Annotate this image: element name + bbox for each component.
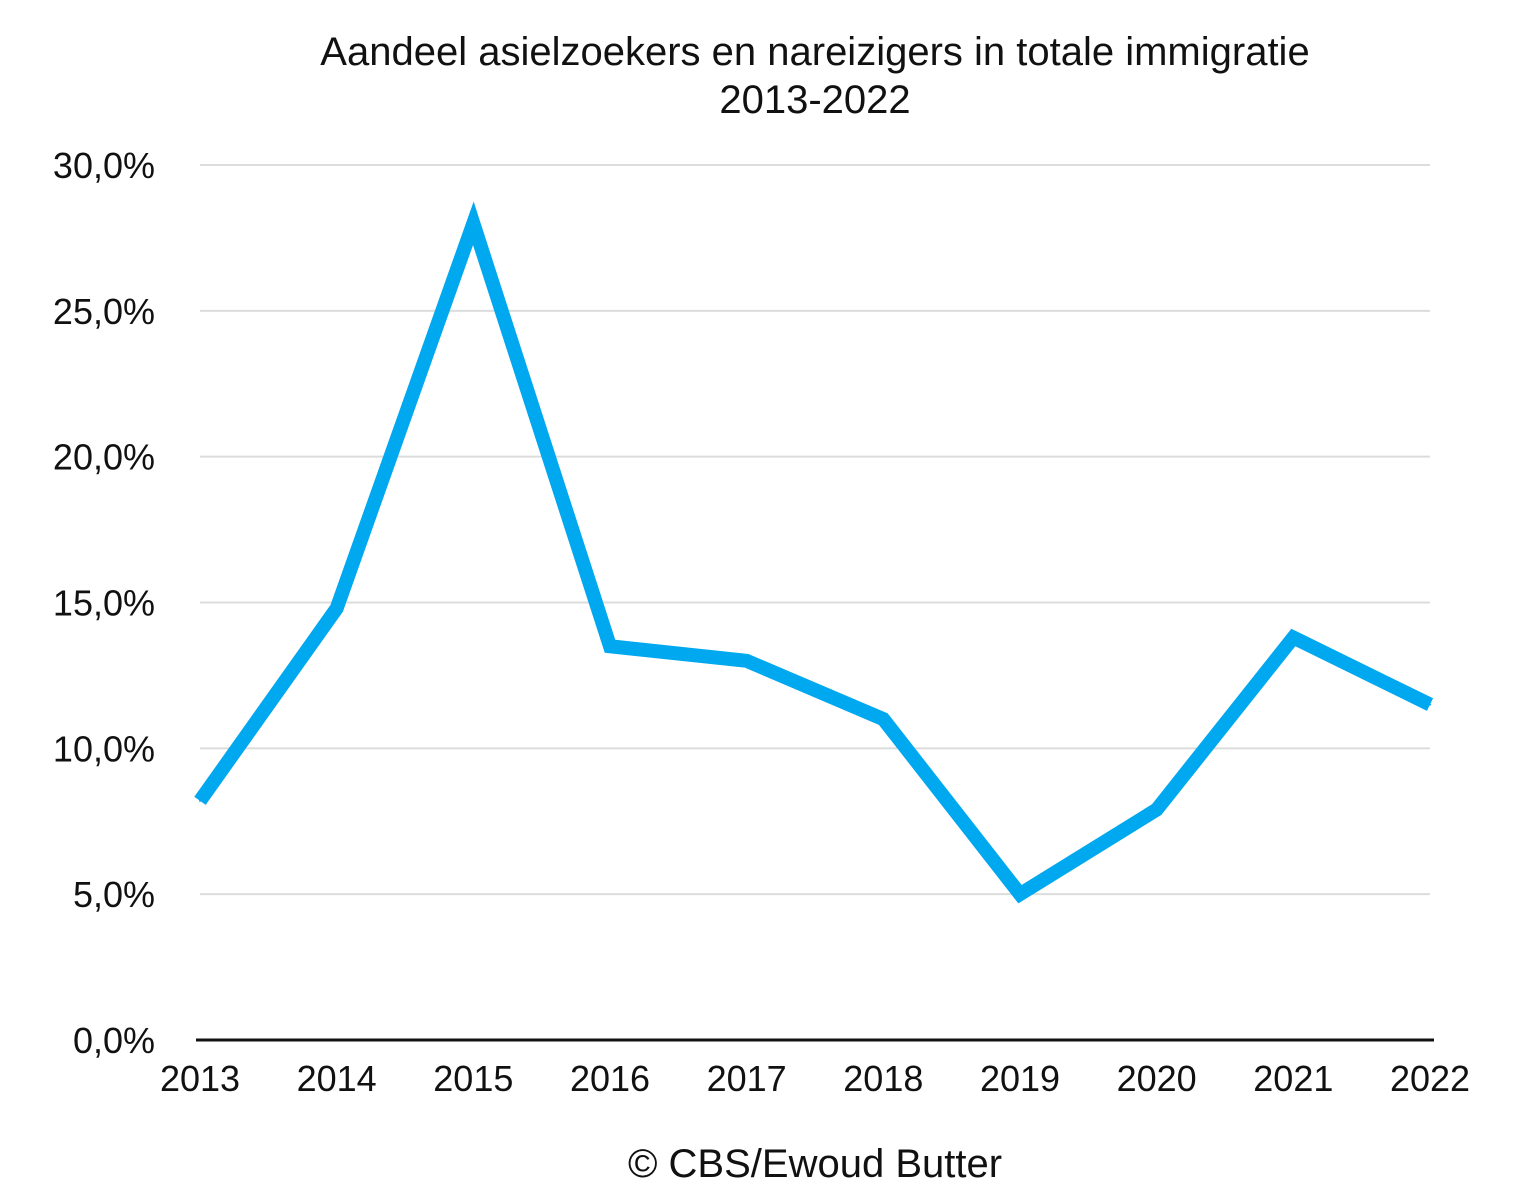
x-tick-label: 2019 <box>980 1058 1060 1099</box>
data-point-2021 <box>1292 636 1295 639</box>
y-tick-label: 25,0% <box>53 291 155 332</box>
x-axis-ticks: 2013 2014 2015 2016 2017 2018 2019 2020 2021 2022 <box>160 1058 1470 1099</box>
y-tick-label: 15,0% <box>53 583 155 624</box>
x-tick-label: 2022 <box>1390 1058 1470 1099</box>
x-tick-label: 2015 <box>433 1058 513 1099</box>
data-point-2017 <box>745 659 748 662</box>
chart-subtitle: 2013-2022 <box>719 78 911 122</box>
x-tick-label: 2018 <box>843 1058 923 1099</box>
x-tick-label: 2021 <box>1253 1058 1333 1099</box>
y-tick-label: 0,0% <box>73 1020 155 1061</box>
data-point-2019 <box>1019 893 1021 896</box>
y-axis-ticks: 0,0% 5,0% 10,0% 15,0% 20,0% 25,0% 30,0% <box>53 145 155 1061</box>
data-point-2016 <box>609 645 611 648</box>
x-tick-label: 2013 <box>160 1058 240 1099</box>
data-point-2014 <box>335 607 338 610</box>
x-tick-label: 2014 <box>297 1058 377 1099</box>
data-point-2022 <box>1429 703 1431 706</box>
grid-lines <box>200 164 1430 896</box>
x-tick-label: 2017 <box>707 1058 787 1099</box>
y-tick-label: 30,0% <box>53 145 155 186</box>
chart-title-line-1: Aandeel asielzoekers en nareizigers in t… <box>320 30 1310 74</box>
chart-title: Aandeel asielzoekers en nareizigers in t… <box>0 28 1536 124</box>
data-point-2015 <box>472 222 475 225</box>
data-point-2020 <box>1155 808 1158 811</box>
series-layer <box>194 201 1434 904</box>
data-point-2018 <box>882 718 885 721</box>
x-tick-label: 2016 <box>570 1058 650 1099</box>
y-tick-label: 5,0% <box>73 874 155 915</box>
copyright-text: © CBS/Ewoud Butter <box>627 1142 1003 1186</box>
y-tick-label: 10,0% <box>53 728 155 769</box>
y-tick-label: 20,0% <box>53 437 155 478</box>
data-point-2013 <box>199 799 201 802</box>
series-line <box>194 201 1434 904</box>
x-tick-label: 2020 <box>1117 1058 1197 1099</box>
